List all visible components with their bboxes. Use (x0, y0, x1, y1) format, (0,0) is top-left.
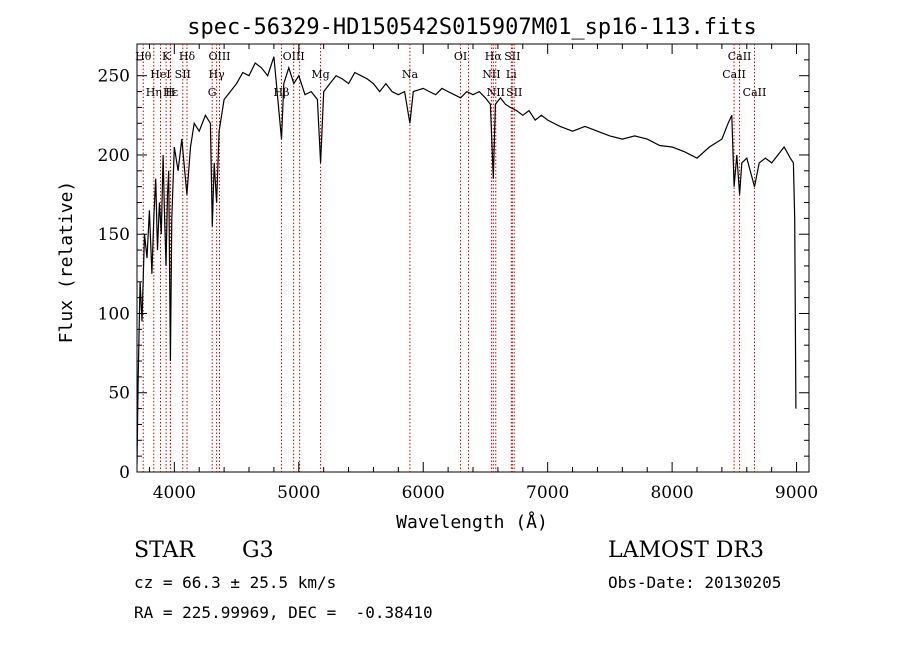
y-tick-label: 50 (108, 384, 130, 404)
line-marker-label: Hδ (179, 50, 196, 63)
line-marker-label: NII (482, 68, 500, 81)
x-axis-label: Wavelength (Å) (396, 511, 548, 533)
plot-frame (136, 43, 810, 473)
line-marker-label: Hη (146, 86, 162, 99)
x-tick-label: 4000 (153, 483, 196, 503)
line-marker-label: CaII (728, 50, 752, 63)
line-marker-label: SII (175, 68, 191, 81)
y-tick-label: 250 (98, 67, 130, 87)
line-marker-label: SII (504, 50, 520, 63)
y-tick-label: 200 (98, 146, 130, 166)
line-marker-label: Hα (485, 50, 503, 63)
coordinates-text: RA = 225.99969, DEC = -0.38410 (134, 603, 433, 622)
y-axis-label: Flux (relative) (56, 181, 77, 344)
survey-label: LAMOST DR3 (608, 538, 764, 563)
x-tick-label: 5000 (277, 483, 320, 503)
line-marker-label: Hβ (274, 86, 290, 99)
line-marker-label: SII (506, 86, 522, 99)
y-tick-label: 0 (119, 463, 130, 483)
line-marker-label: K (162, 50, 171, 63)
line-marker-label: Hθ (135, 50, 152, 63)
emission-line-markers (142, 44, 755, 472)
x-tick-label: 9000 (775, 483, 818, 503)
redshift-text: cz = 66.3 ± 25.5 km/s (134, 573, 337, 592)
x-axis: 4000 5000 6000 7000 8000 9000 (148, 44, 818, 503)
line-marker-label: NII (487, 86, 505, 99)
line-marker-label: Hγ (209, 68, 226, 81)
x-tick-label: 7000 (526, 483, 569, 503)
line-marker-label: OI (454, 50, 467, 63)
line-marker-label: CaII (722, 68, 746, 81)
line-marker-label: HeI (150, 68, 170, 81)
line-marker-label: Li (506, 68, 517, 81)
line-marker-label: OIII (208, 50, 230, 63)
y-tick-label: 100 (98, 304, 130, 324)
x-tick-label: 8000 (650, 483, 693, 503)
line-marker-label: G (208, 86, 217, 99)
obs-date-text: Obs-Date: 20130205 (608, 573, 782, 592)
chart-title: spec-56329-HD150542S015907M01_sp16-113.f… (187, 15, 757, 40)
line-marker-label: Na (402, 68, 419, 81)
line-marker-label: Hε (163, 86, 179, 99)
line-marker-label: H (166, 86, 176, 99)
y-axis: 0 50 100 150 200 250 (98, 59, 809, 483)
line-marker-label: OIII (283, 50, 305, 63)
subclass-label: G3 (242, 538, 274, 563)
line-marker-label: Mg (311, 68, 329, 81)
spectrum-line (137, 56, 797, 465)
class-label: STAR (134, 538, 195, 563)
y-tick-label: 150 (98, 225, 130, 245)
spectrum-series (137, 56, 797, 465)
line-marker-label: CaII (743, 86, 767, 99)
x-tick-label: 6000 (402, 483, 445, 503)
